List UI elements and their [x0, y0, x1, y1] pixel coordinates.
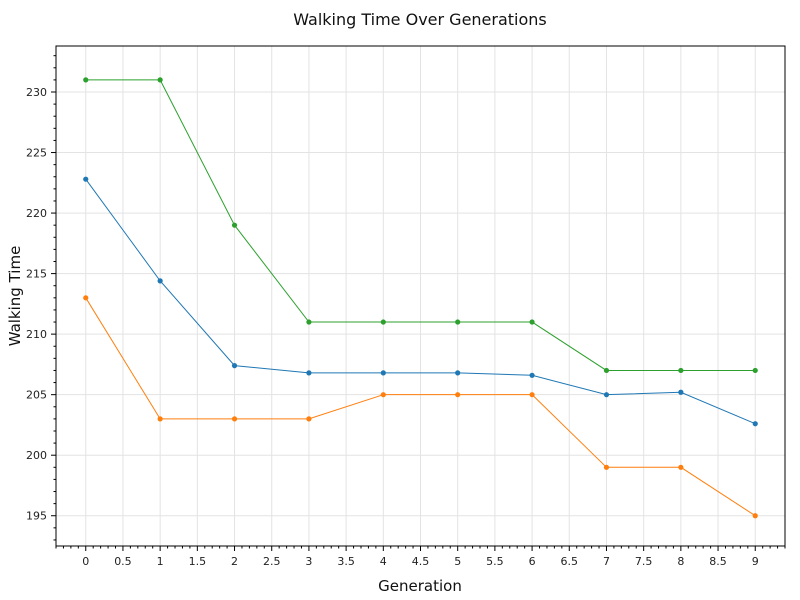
chart-title: Walking Time Over Generations: [293, 10, 547, 29]
x-tick-label: 5: [454, 555, 461, 568]
y-tick-label: 210: [26, 328, 47, 341]
data-point: [752, 513, 758, 519]
data-point: [678, 464, 684, 470]
data-point: [603, 464, 610, 470]
data-point: [380, 392, 386, 398]
x-tick-label: 6.5: [561, 555, 579, 568]
data-point: [231, 222, 238, 228]
x-tick-label: 9: [752, 555, 759, 568]
x-tick-label: 7.5: [635, 555, 653, 568]
data-point: [380, 370, 386, 376]
series-lines: [83, 77, 758, 519]
data-point: [83, 295, 89, 301]
x-axis-label: Generation: [378, 577, 462, 595]
data-point: [603, 367, 610, 374]
data-point: [306, 416, 312, 422]
x-tick-label: 7: [603, 555, 610, 568]
plot-frame: [55, 45, 786, 547]
x-tick-label: 8: [677, 555, 684, 568]
x-tick-label: 4.5: [412, 555, 430, 568]
data-point: [603, 392, 610, 398]
x-tick-label: 2: [231, 555, 238, 568]
data-point: [157, 77, 163, 83]
data-point: [752, 367, 758, 374]
x-tick-label: 4: [380, 555, 387, 568]
data-point: [83, 77, 89, 83]
data-point: [306, 319, 312, 325]
data-point: [231, 416, 238, 422]
data-point: [231, 363, 238, 369]
data-point: [455, 370, 461, 376]
data-point: [157, 416, 163, 422]
y-tick-label: 230: [26, 86, 47, 99]
x-tick-label: 1.5: [189, 555, 207, 568]
series-1: [83, 176, 758, 427]
series-line: [85, 79, 756, 371]
y-tick-label: 215: [26, 268, 47, 281]
series-line: [85, 297, 756, 517]
x-tick-label: 0: [82, 555, 89, 568]
y-tick-label: 200: [26, 449, 47, 462]
x-tick-label: 2.5: [263, 555, 281, 568]
tick-labels: 0 0.5 1 1.5 2 2.5 3 3.5 4 4.5 5 5.5 6 6.5 7 7.5 8 8.5 9 195…: [26, 86, 759, 568]
data-point: [529, 319, 535, 325]
x-tick-label: 3.5: [337, 555, 355, 568]
data-point: [752, 421, 758, 427]
y-tick-label: 205: [26, 389, 47, 402]
data-point: [455, 319, 461, 325]
y-tick-label: 195: [26, 510, 47, 523]
data-point: [678, 389, 684, 395]
x-tick-label: 8.5: [709, 555, 727, 568]
series-2: [83, 295, 758, 519]
x-tick-label: 1: [157, 555, 164, 568]
data-point: [306, 370, 312, 376]
series-line: [85, 178, 756, 425]
major-ticks: [51, 91, 756, 551]
y-tick-label: 225: [26, 147, 47, 160]
y-axis-label: Walking Time: [6, 246, 24, 347]
x-tick-label: 0.5: [114, 555, 132, 568]
data-point: [380, 319, 386, 325]
data-point: [157, 278, 163, 284]
x-tick-label: 6: [529, 555, 536, 568]
data-point: [678, 367, 684, 374]
data-point: [83, 176, 89, 182]
x-tick-label: 5.5: [486, 555, 504, 568]
data-point: [455, 392, 461, 398]
y-tick-label: 220: [26, 207, 47, 220]
x-tick-label: 3: [305, 555, 312, 568]
data-point: [529, 392, 535, 398]
data-point: [529, 372, 535, 378]
series-0: [83, 77, 758, 374]
